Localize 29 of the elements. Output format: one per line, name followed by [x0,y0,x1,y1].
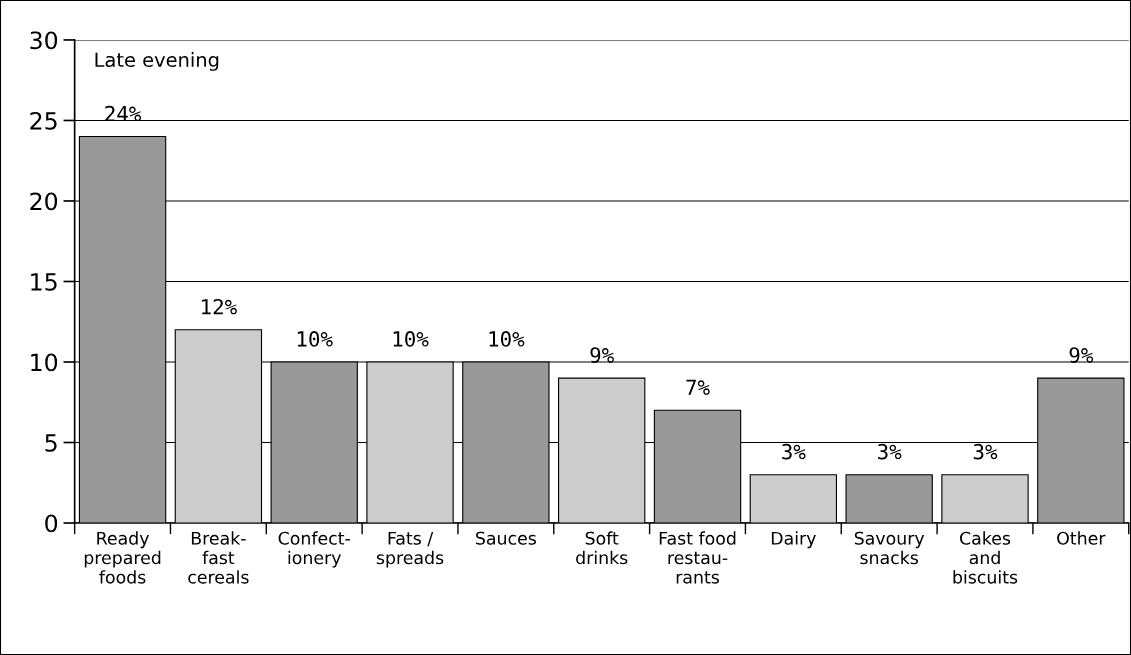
x-tick-label: Dairy [771,531,816,549]
y-tick-label: 30 [30,31,58,50]
data-label: 3% [973,443,998,460]
y-tick-label: 0 [45,514,58,533]
data-label: 3% [878,443,902,460]
x-tick-label: Break- fast cereals [188,531,249,584]
x-tick-label: Soft drinks [576,531,628,565]
data-label: 10% [297,331,333,347]
y-tick-label: 20 [30,192,58,211]
data-label: 9% [590,347,614,363]
x-tick-label: Fats / spreads [376,531,444,568]
data-label: 7% [686,379,710,395]
x-tick-label: Cakes and biscuits [953,531,1018,584]
x-tick-label: Sauces [476,531,536,545]
data-label: 9% [1069,347,1094,363]
data-label: 10% [393,331,429,347]
data-label: 10% [489,331,525,347]
x-tick-label: Confect- ionery [278,531,350,568]
text: Late evening [95,52,219,71]
y-tick-label: 25 [30,111,57,130]
y-tick-label: 15 [31,273,57,291]
x-tick-label: Fast food restau- rants [659,531,736,584]
y-tick-label: 10 [31,353,58,372]
data-label: 12% [202,298,237,315]
x-tick-label: Ready prepared foods [84,531,161,584]
x-tick-label: Other [1057,531,1106,545]
y-tick-label: 5 [45,434,57,452]
data-label: 3% [782,443,806,460]
x-tick-label: Savoury snacks [854,531,925,565]
